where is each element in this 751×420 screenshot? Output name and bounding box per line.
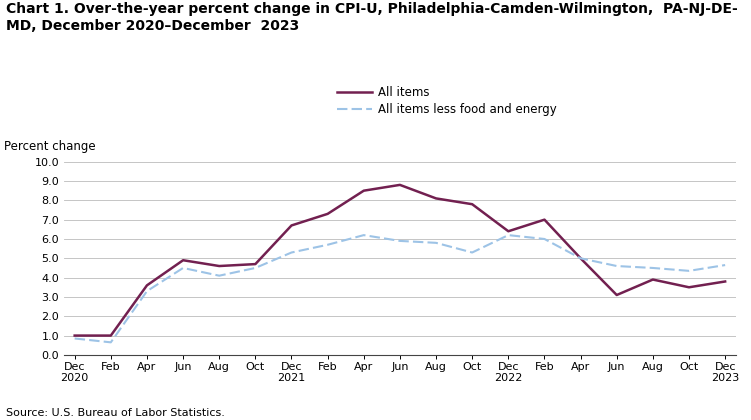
- Text: Source: U.S. Bureau of Labor Statistics.: Source: U.S. Bureau of Labor Statistics.: [6, 408, 225, 418]
- Legend: All items, All items less food and energy: All items, All items less food and energ…: [337, 87, 557, 116]
- Text: Chart 1. Over-the-year percent change in CPI-U, Philadelphia-Camden-Wilmington, : Chart 1. Over-the-year percent change in…: [6, 2, 737, 34]
- Text: Percent change: Percent change: [4, 140, 95, 153]
